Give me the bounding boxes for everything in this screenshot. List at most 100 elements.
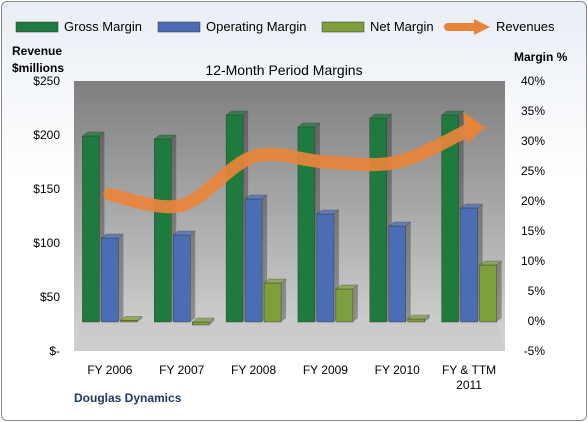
net-margin-bar: [335, 284, 359, 323]
net-margin-bar-front: [263, 282, 282, 323]
chart-title: 12-Month Period Margins: [205, 62, 362, 78]
net-margin-bar: [479, 260, 503, 323]
y-left-tick-label: $150: [33, 182, 60, 196]
net-margin-bar: [191, 317, 215, 326]
legend-label-revenues: Revenues: [496, 19, 555, 34]
x-tick-label: 2011: [456, 378, 482, 392]
operating-margin-bar-top: [244, 194, 268, 200]
operating-margin-bar-side: [405, 222, 411, 322]
gross-margin-bar-top: [225, 110, 249, 116]
x-tick-label: FY 2009: [303, 363, 348, 377]
operating-margin-bar-top: [460, 203, 484, 209]
operating-margin-bar-side: [190, 231, 196, 322]
y-right-tick-label: 20%: [521, 194, 545, 208]
net-margin-bar-side: [281, 279, 287, 322]
operating-margin-bar: [460, 203, 484, 323]
chart-axes: $- $50 $100 $150 $200 $250 -5% 0% 5% 10% 15% 20% 25%…: [33, 74, 545, 392]
y-right-tick-label: 0%: [528, 314, 546, 328]
operating-margin-bar-front: [173, 234, 191, 323]
y-left-tick-label: $250: [33, 74, 60, 88]
operating-margin-bar: [388, 221, 412, 323]
y-left-label-line2: $millions: [12, 61, 64, 75]
gross-margin-bar: [153, 134, 177, 323]
net-margin-bar-side: [137, 316, 143, 322]
net-margin-bar-top: [479, 260, 503, 266]
operating-margin-bar: [316, 209, 340, 323]
x-tick-label: FY 2008: [231, 363, 276, 377]
net-margin-bar: [119, 316, 143, 323]
company-name: Douglas Dynamics: [74, 391, 182, 405]
gross-margin-bar-front: [225, 114, 244, 323]
net-margin-bar-top: [335, 284, 359, 290]
revenues-arrowhead: [463, 111, 486, 144]
operating-margin-bar: [172, 230, 196, 323]
net-margin-bar-front: [407, 318, 425, 323]
chart-marks: [74, 110, 505, 351]
gross-margin-bar-top: [153, 134, 177, 140]
gross-margin-bar-top: [441, 110, 465, 116]
net-margin-bar-front: [192, 321, 210, 326]
y-right-tick-label: 10%: [521, 254, 545, 268]
gross-margin-bar-top: [81, 131, 105, 137]
net-margin-bar-side: [352, 285, 358, 322]
y-left-label-line1: Revenue: [12, 44, 62, 58]
gross-margin-bar: [81, 131, 105, 323]
y-right-tick-label: 35%: [521, 104, 545, 118]
x-tick-label: FY 2010: [375, 363, 420, 377]
operating-margin-bar-top: [388, 221, 412, 227]
y-right-tick-label: 40%: [521, 74, 545, 88]
y-right-label: Margin %: [514, 50, 568, 64]
legend-label-operating-margin: Operating Margin: [206, 19, 306, 34]
gross-margin-bar-front: [369, 117, 387, 323]
net-margin-bar-front: [479, 264, 497, 323]
legend: Gross Margin Operating Margin Net Margin Re…: [15, 19, 555, 35]
y-right-tick-label: 15%: [521, 224, 545, 238]
x-tick-label: FY 2007: [159, 363, 204, 377]
operating-margin-bar-top: [100, 233, 124, 239]
operating-margin-bar-front: [101, 237, 119, 323]
revenues-line: [103, 123, 476, 214]
operating-margin-bar-top: [172, 230, 196, 236]
gross-margin-bar: [225, 110, 249, 323]
net-margin-bar: [407, 314, 431, 323]
operating-margin-bar-top: [316, 209, 340, 215]
gross-margin-bar-front: [154, 138, 172, 323]
y-left-tick-label: $100: [33, 236, 60, 250]
y-right-tick-label: 30%: [521, 134, 545, 148]
net-margin-bar-front: [120, 320, 138, 323]
net-margin-bar-top: [191, 317, 215, 323]
legend-swatch-arrowhead: [474, 19, 490, 35]
net-margin-bar-top: [119, 316, 143, 321]
y-left-tick-label: $200: [33, 128, 60, 142]
x-tick-label: FY 2006: [87, 363, 132, 377]
operating-margin-bar-front: [460, 207, 478, 323]
operating-margin-bar-side: [118, 234, 124, 322]
gross-margin-bar-top: [369, 113, 393, 119]
net-margin-bar-side: [496, 261, 502, 322]
operating-margin-bar-front: [316, 213, 335, 323]
net-margin-bar-side: [424, 315, 430, 322]
legend-label-net-margin: Net Margin: [370, 19, 434, 34]
legend-swatch-operating-margin: [157, 21, 201, 33]
operating-margin-bar: [244, 194, 268, 323]
chart-floor: [74, 322, 505, 351]
gross-margin-bar-top: [297, 122, 321, 128]
gross-margin-bar: [369, 113, 393, 323]
gross-margin-bar-front: [82, 135, 100, 323]
net-margin-bar-side: [209, 318, 215, 325]
y-left-tick-label: $50: [40, 290, 60, 304]
y-left-tick-label: $-: [49, 344, 60, 358]
legend-swatch-gross-margin: [15, 21, 59, 33]
operating-margin-bar-front: [244, 198, 263, 323]
legend-swatch-net-margin: [321, 21, 365, 33]
net-margin-bar-top: [407, 314, 431, 320]
net-margin-bar: [263, 278, 287, 323]
operating-margin-bar: [100, 233, 124, 323]
y-right-tick-label: 25%: [521, 164, 545, 178]
y-right-tick-label: 5%: [528, 284, 546, 298]
net-margin-bar-top: [263, 278, 287, 284]
plot-area: [74, 81, 505, 351]
operating-margin-bar-front: [388, 225, 406, 323]
legend-label-gross-margin: Gross Margin: [64, 19, 142, 34]
